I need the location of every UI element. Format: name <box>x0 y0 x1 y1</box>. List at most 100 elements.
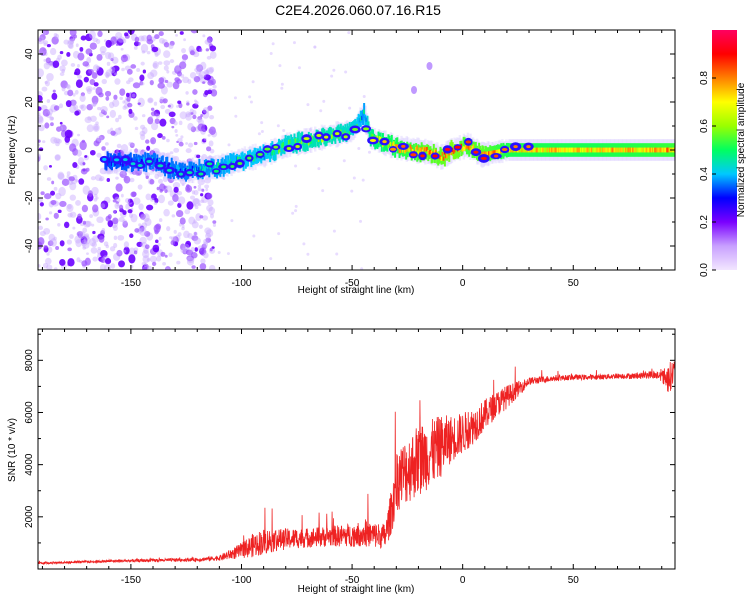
noise-blob <box>321 189 325 193</box>
noise-blob <box>150 107 155 111</box>
noise-blob <box>39 202 44 207</box>
trace-core <box>558 147 561 153</box>
trace-blob-core <box>230 164 235 168</box>
noise-blob <box>60 80 68 89</box>
noise-blob <box>176 79 182 84</box>
noise-blob <box>167 200 174 206</box>
noise-blob <box>94 102 98 106</box>
trace-core <box>611 147 614 153</box>
noise-blob <box>182 76 190 84</box>
noise-blob <box>137 102 141 106</box>
trace-core <box>624 147 626 153</box>
noise-blob <box>187 142 194 148</box>
trace-core <box>294 138 297 143</box>
trace-core <box>621 147 624 153</box>
noise-blob <box>189 108 194 114</box>
noise-blob <box>80 35 87 41</box>
noise-blob <box>125 198 131 204</box>
noise-blob <box>133 46 138 50</box>
trace-core <box>571 147 573 153</box>
trace-core <box>656 147 658 153</box>
noise-blob <box>77 233 83 239</box>
noise-blob <box>157 82 165 89</box>
trace-core <box>285 140 288 145</box>
trace-band <box>282 142 285 154</box>
noise-blob <box>139 226 147 236</box>
noise-blob <box>205 188 209 192</box>
trace-blob-core <box>198 172 204 176</box>
noise-blob <box>177 191 183 196</box>
noise-blob <box>168 43 174 49</box>
noise-blob <box>45 217 49 221</box>
trace-core <box>108 158 111 163</box>
trace-blob-core <box>473 150 479 154</box>
noise-blob <box>199 263 207 270</box>
noise-blob <box>178 102 183 109</box>
trace-core <box>632 147 635 153</box>
noise-blob <box>157 133 163 139</box>
noise-blob <box>170 240 176 246</box>
trace-core <box>284 141 287 146</box>
trace-core <box>317 137 320 142</box>
trace-core <box>196 166 198 171</box>
noise-blob <box>189 195 196 200</box>
trace-core <box>444 153 447 159</box>
noise-blob <box>129 233 134 239</box>
noise-blob <box>77 52 85 61</box>
noise-blob <box>194 67 200 72</box>
colorbar-tick-label: 0.2 <box>699 215 710 229</box>
noise-blob <box>42 30 50 36</box>
noise-blob <box>110 130 116 136</box>
noise-blob <box>98 235 105 243</box>
noise-blob <box>352 176 356 180</box>
trace-core <box>197 165 199 171</box>
trace-core <box>493 150 496 155</box>
noise-blob <box>69 35 76 42</box>
trace-core <box>662 147 665 153</box>
trace-core <box>106 161 109 166</box>
noise-blob <box>277 232 281 236</box>
trace-core <box>185 168 187 173</box>
noise-blob <box>152 244 160 253</box>
noise-blob <box>350 189 354 193</box>
noise-blob <box>118 216 125 223</box>
noise-blob <box>193 75 201 83</box>
noise-blob <box>134 36 140 43</box>
noise-blob <box>149 115 153 119</box>
trace-core <box>398 148 401 153</box>
noise-blob <box>181 54 189 61</box>
trace-core <box>660 147 663 153</box>
trace-band <box>231 154 234 170</box>
trace-core <box>387 143 390 149</box>
noise-blob <box>63 221 70 229</box>
trace-core <box>109 156 112 162</box>
trace-core <box>199 166 202 171</box>
noise-blob <box>154 51 159 58</box>
y-tick-label: 20 <box>24 96 35 108</box>
trace-band <box>432 143 435 160</box>
trace-core <box>344 130 346 135</box>
noise-blob <box>87 116 92 121</box>
trace-core <box>603 147 605 153</box>
noise-blob <box>94 193 98 198</box>
noise-blob <box>154 197 159 204</box>
noise-blob <box>107 220 114 228</box>
trace-core <box>254 154 257 159</box>
trace-core <box>442 156 445 161</box>
trace-core <box>639 147 642 153</box>
spectrogram-y-ticks: -40 -20 0 20 40 <box>24 29 675 271</box>
noise-blob <box>96 152 102 158</box>
trace-core <box>107 159 110 164</box>
snr-panel: -150 -100 -50 0 50 2000 4000 6000 8000 Height o… <box>7 328 676 595</box>
trace-core <box>568 147 571 153</box>
trace-core <box>463 146 466 151</box>
trace-band <box>329 127 332 139</box>
trace-blob-core <box>382 140 387 144</box>
trace-core <box>345 127 348 133</box>
noise-blob <box>152 62 158 68</box>
trace-core <box>597 147 600 153</box>
trace-core <box>567 147 570 153</box>
noise-blob <box>348 106 352 110</box>
trace-band <box>334 131 337 144</box>
trace-band <box>386 139 389 152</box>
